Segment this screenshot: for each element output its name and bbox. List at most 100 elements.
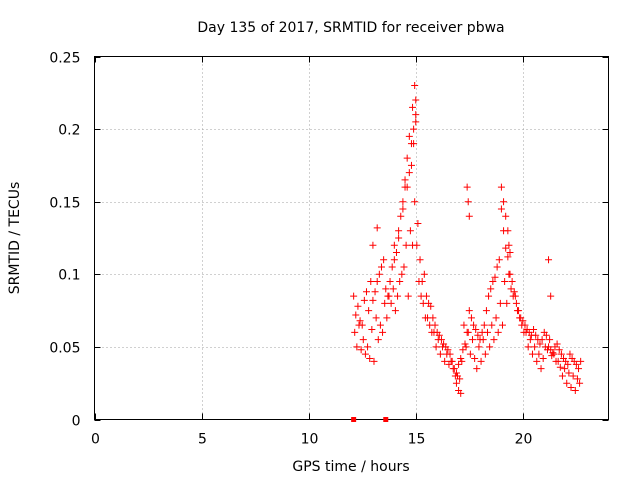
- data-point: [452, 379, 460, 387]
- data-point: [353, 343, 361, 351]
- data-point: [493, 263, 501, 271]
- data-point: [444, 346, 452, 354]
- data-point: [501, 278, 509, 286]
- data-point: [355, 321, 363, 329]
- data-point: [401, 176, 409, 184]
- data-point: [455, 360, 463, 368]
- data-point: [458, 357, 466, 365]
- data-point: [464, 328, 472, 336]
- data-point: [555, 346, 563, 354]
- data-point: [557, 350, 565, 358]
- data-point: [373, 224, 381, 232]
- data-point: [488, 321, 496, 329]
- axes: [94, 56, 609, 420]
- data-point: [387, 299, 395, 307]
- data-point: [405, 132, 413, 140]
- data-point: [519, 317, 527, 325]
- data-point: [376, 321, 384, 329]
- data-point: [380, 256, 388, 264]
- data-point: [474, 331, 482, 339]
- data-point: [526, 336, 534, 344]
- data-point: [397, 212, 405, 220]
- data-point: [477, 357, 485, 365]
- data-point: [571, 386, 579, 394]
- data-point: [487, 285, 495, 293]
- data-point: [502, 212, 510, 220]
- data-point: [520, 328, 528, 336]
- zero-marker: [383, 417, 389, 422]
- data-point: [480, 321, 488, 329]
- data-point: [417, 292, 425, 300]
- data-point: [390, 241, 398, 249]
- data-point: [411, 198, 419, 206]
- data-point: [457, 355, 465, 363]
- data-point: [374, 336, 382, 344]
- data-point: [375, 270, 383, 278]
- data-point: [402, 241, 410, 249]
- data-point: [395, 227, 403, 235]
- data-point: [434, 336, 442, 344]
- data-point: [411, 82, 419, 90]
- data-point: [398, 270, 406, 278]
- data-point: [512, 299, 520, 307]
- x-tick-label: 20: [515, 432, 533, 448]
- data-point: [563, 379, 571, 387]
- data-point: [565, 369, 573, 377]
- data-point: [426, 321, 434, 329]
- data-point: [421, 314, 429, 322]
- data-point: [394, 292, 402, 300]
- data-point: [449, 365, 457, 373]
- data-point: [576, 379, 584, 387]
- data-point: [364, 343, 372, 351]
- data-point: [496, 299, 504, 307]
- data-point: [366, 355, 374, 363]
- data-point: [486, 343, 494, 351]
- data-point: [427, 302, 435, 310]
- chart-title: Day 135 of 2017, SRMTID for receiver pbw…: [197, 20, 504, 36]
- data-point: [401, 183, 409, 191]
- data-point: [532, 331, 540, 339]
- data-point: [361, 350, 369, 358]
- data-point: [541, 343, 549, 351]
- data-point: [416, 256, 424, 264]
- data-point: [497, 205, 505, 213]
- data-point: [400, 263, 408, 271]
- data-point: [465, 212, 473, 220]
- x-axis-ticks: 0 5 10 15 20: [91, 56, 533, 448]
- data-point: [386, 278, 394, 286]
- data-point: [412, 118, 420, 126]
- data-point: [561, 365, 569, 373]
- data-point: [357, 346, 365, 354]
- data-point: [530, 325, 538, 333]
- data-point: [436, 350, 444, 358]
- data-point: [516, 314, 524, 322]
- data-point: [549, 349, 557, 357]
- data-point: [491, 273, 499, 281]
- data-point: [473, 365, 481, 373]
- data-point: [412, 96, 420, 104]
- data-point: [475, 343, 483, 351]
- data-point: [483, 328, 491, 336]
- x-tick-label: 10: [301, 432, 319, 448]
- data-point: [420, 270, 428, 278]
- data-point: [381, 299, 389, 307]
- data-point: [370, 357, 378, 365]
- data-point: [372, 314, 380, 322]
- data-point: [419, 299, 427, 307]
- data-point: [510, 288, 518, 296]
- data-point: [492, 314, 500, 322]
- data-point: [451, 372, 459, 380]
- data-point: [504, 253, 512, 261]
- data-point: [536, 340, 544, 348]
- x-tick-label: 5: [198, 432, 207, 448]
- data-point: [382, 285, 390, 293]
- data-point: [373, 278, 381, 286]
- data-point: [518, 321, 526, 329]
- data-point: [430, 328, 438, 336]
- x-axis-label: GPS time / hours: [292, 459, 409, 475]
- data-point: [533, 357, 541, 365]
- data-point: [359, 336, 367, 344]
- data-point: [503, 299, 511, 307]
- data-point: [456, 375, 464, 383]
- x-tick-label: 15: [408, 432, 426, 448]
